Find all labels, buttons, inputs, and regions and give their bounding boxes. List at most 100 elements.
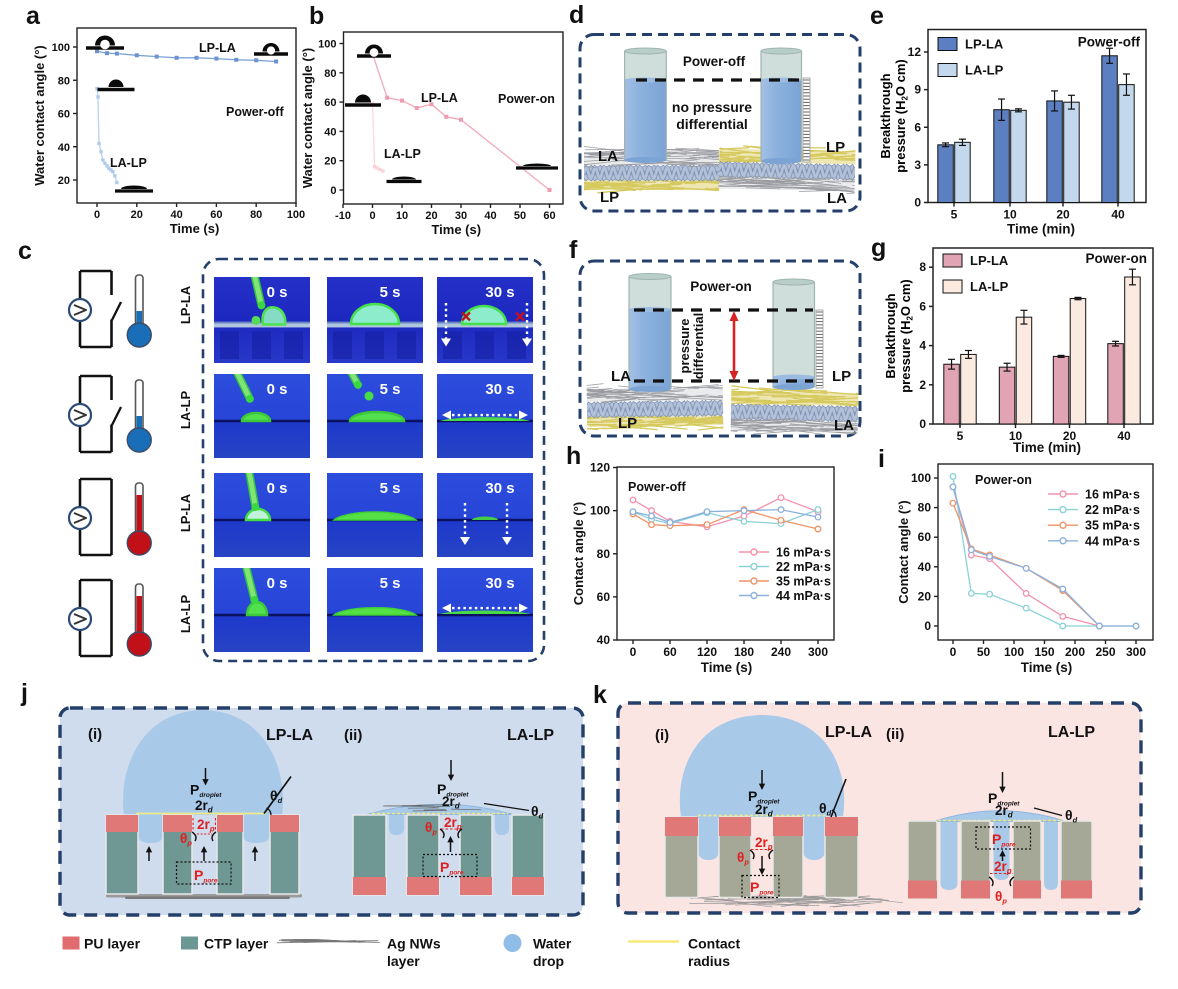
svg-text:5: 5 [957,429,964,443]
svg-text:(ii): (ii) [344,727,362,744]
svg-text:0: 0 [369,210,375,222]
svg-text:60: 60 [918,530,932,544]
svg-text:100: 100 [287,209,305,221]
svg-text:250: 250 [1095,645,1115,659]
svg-text:CTP layer: CTP layer [204,936,269,952]
svg-text:Power-on: Power-on [690,279,752,294]
svg-text:LA: LA [598,148,618,165]
svg-text:e: e [870,2,884,30]
svg-text:5 s: 5 s [380,284,401,301]
svg-text:50: 50 [514,210,526,222]
svg-text:120: 120 [590,461,610,475]
svg-text:k: k [593,681,607,709]
svg-text:6: 6 [919,299,926,313]
svg-text:22 mPa·s: 22 mPa·s [1085,503,1140,517]
svg-text:LP-LA: LP-LA [178,285,193,324]
svg-text:Breakthrough: Breakthrough [883,293,898,378]
svg-text:0: 0 [914,196,921,210]
svg-text:-10: -10 [335,210,351,222]
svg-text:LA: LA [834,417,854,434]
svg-text:Power-off: Power-off [1078,35,1141,50]
svg-text:240: 240 [771,645,791,659]
svg-text:Ag NWs: Ag NWs [387,936,441,952]
svg-text:LP: LP [618,415,637,432]
svg-text:5: 5 [951,208,958,222]
svg-text:LA: LA [611,368,631,385]
svg-text:60: 60 [543,210,555,222]
svg-text:30 s: 30 s [485,480,514,497]
svg-text:LP-LA: LP-LA [178,493,193,532]
svg-text:2: 2 [919,378,926,392]
svg-text:80: 80 [250,209,262,221]
svg-text:30 s: 30 s [485,575,514,592]
svg-text:LA-LP: LA-LP [965,63,1004,78]
svg-text:g: g [871,234,886,262]
svg-text:(i): (i) [655,727,669,744]
svg-text:30: 30 [455,210,467,222]
svg-text:b: b [309,2,324,30]
svg-text:0: 0 [919,417,926,431]
svg-text:8: 8 [919,260,926,274]
svg-text:80: 80 [58,75,70,87]
svg-text:Water contact angle (°): Water contact angle (°) [32,45,47,186]
svg-text:10: 10 [1009,429,1023,443]
svg-text:0: 0 [924,619,931,633]
svg-text:Power-on: Power-on [975,473,1032,487]
svg-text:80: 80 [324,68,336,80]
svg-text:LP: LP [832,368,851,385]
svg-text:20: 20 [1063,429,1077,443]
svg-text:100: 100 [1004,645,1024,659]
svg-text:LP-LA: LP-LA [965,37,1004,52]
svg-text:40: 40 [597,633,611,647]
svg-text:5 s: 5 s [380,381,401,398]
svg-text:20: 20 [1056,208,1070,222]
svg-text:LP-LA: LP-LA [970,253,1009,268]
svg-text:44 mPa·s: 44 mPa·s [1085,534,1140,548]
svg-text:drop: drop [533,953,564,969]
svg-text:Power-off: Power-off [628,480,686,494]
svg-text:Breakthrough: Breakthrough [878,73,893,158]
svg-text:LA-LP: LA-LP [384,147,421,161]
svg-text:0 s: 0 s [267,284,288,301]
svg-text:100: 100 [52,42,70,54]
svg-text:Contact: Contact [688,936,740,952]
svg-text:60: 60 [597,590,611,604]
svg-text:pressure (H2O cm): pressure (H2O cm) [898,279,915,393]
svg-text:5 s: 5 s [380,480,401,497]
svg-text:20: 20 [918,589,932,603]
svg-text:LA-LP: LA-LP [1048,724,1095,741]
svg-text:180: 180 [734,645,754,659]
svg-text:Contact angle (°): Contact angle (°) [571,502,586,605]
svg-text:44 mPa·s: 44 mPa·s [776,589,831,603]
svg-text:22 mPa·s: 22 mPa·s [776,560,831,574]
svg-text:LP: LP [826,139,845,156]
svg-text:16 mPa·s: 16 mPa·s [776,546,831,560]
svg-text:40: 40 [484,210,496,222]
svg-text:40: 40 [170,209,182,221]
svg-text:80: 80 [918,501,932,515]
svg-text:radius: radius [688,953,730,969]
svg-text:40: 40 [1117,429,1131,443]
svg-text:no pressure: no pressure [672,99,752,115]
svg-text:20: 20 [425,210,437,222]
svg-text:80: 80 [597,547,611,561]
svg-text:layer: layer [387,953,420,969]
svg-text:pressure (H2O cm): pressure (H2O cm) [893,59,910,173]
svg-text:0 s: 0 s [267,480,288,497]
svg-text:Time (min): Time (min) [1013,440,1081,455]
svg-text:0: 0 [950,645,957,659]
svg-text:60: 60 [663,645,677,659]
svg-text:j: j [20,679,28,707]
svg-text:Time (s): Time (s) [431,222,481,237]
svg-text:20: 20 [324,156,336,168]
svg-text:LA-LP: LA-LP [970,279,1009,294]
svg-text:60: 60 [210,209,222,221]
svg-text:60: 60 [58,109,70,121]
svg-text:Time (s): Time (s) [1021,660,1073,675]
svg-text:20: 20 [58,175,70,187]
svg-text:100: 100 [911,471,931,485]
svg-text:40: 40 [918,560,932,574]
svg-text:30 s: 30 s [485,381,514,398]
svg-text:Water contact angle (°): Water contact angle (°) [300,48,315,189]
svg-text:differential: differential [676,116,748,132]
